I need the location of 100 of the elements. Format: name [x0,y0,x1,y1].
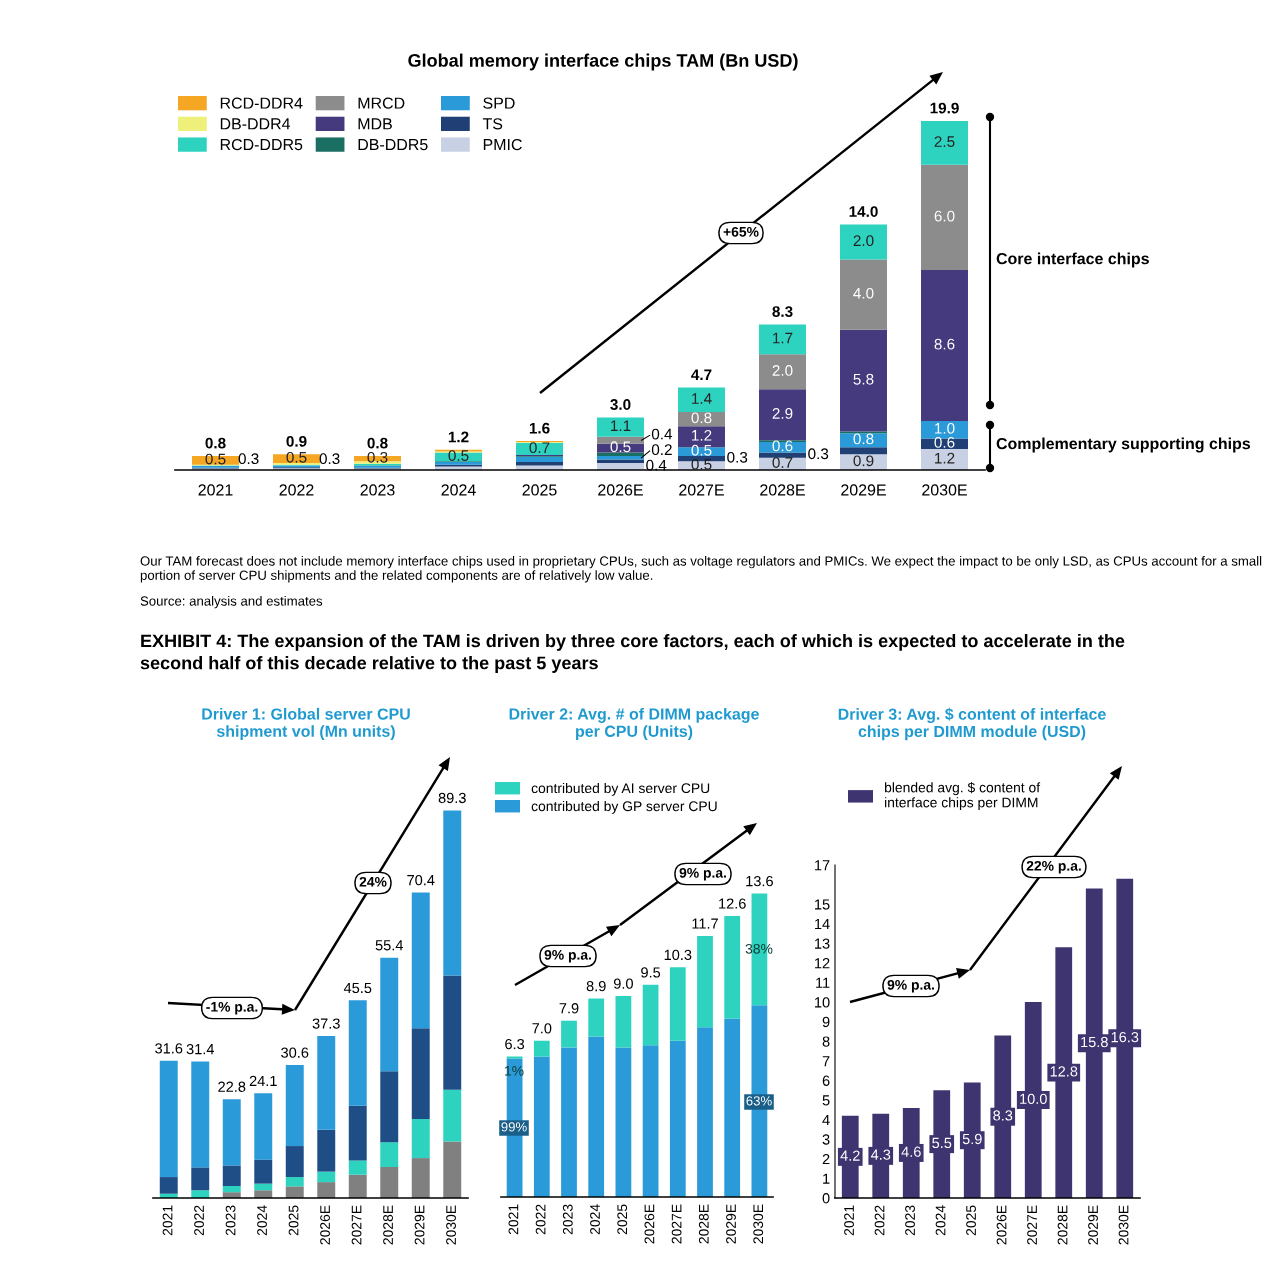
data-label: 0.8 [853,433,874,445]
x-tick-label: 2030E [446,1205,456,1245]
data-label: 5.8 [853,373,874,385]
x-tick-label: 2021 [508,1204,519,1235]
x-tick-label: 2028E [760,484,805,496]
x-tick-label: 2027E [1027,1205,1037,1245]
data-label: 1.7 [773,332,793,344]
data-label: 0.7 [772,457,793,468]
annotation: 63% [746,1096,772,1106]
data-label: 2.5 [934,136,955,147]
data-label: 2.9 [772,408,793,419]
annotation: 11.7 [692,918,718,929]
data-label: 4.2 [840,1150,860,1161]
x-tick-label: 2022 [535,1204,546,1235]
data-label: 4.3 [870,1149,891,1160]
total-label: 1.6 [529,422,550,434]
annotation: 9.0 [613,978,633,989]
x-tick-label: 2021 [844,1205,854,1236]
annotation: -1% p.a. [206,1001,258,1015]
annotation: 30.6 [281,1047,309,1058]
x-tick-label: 2028E [1057,1205,1068,1245]
data-label: 0.5 [691,444,712,456]
x-tick-label: 2029E [841,484,886,496]
data-label: 0.5 [205,453,226,465]
annotation: 37.3 [312,1018,340,1029]
annotation: 55.4 [375,940,404,951]
x-tick-label: 2026E [996,1205,1007,1245]
x-tick-label: 2027E [351,1205,362,1245]
legend-label: RCD-DDR4 [220,97,303,109]
y-tick-label: 6 [822,1075,830,1086]
source-note: Source: analysis and estimates [140,596,323,609]
y-tick-label: 15 [815,899,830,910]
chart-title: Driver 3: Avg. $ content of interface chips per DIMM module (USD) [838,707,1106,741]
legend-label: RCD-DDR5 [220,138,303,151]
y-tick-label: 9 [822,1016,830,1028]
annotation: 22% p.a. [1026,860,1081,874]
data-label: 0.4 [651,428,673,440]
y-tick-label: 3 [822,1134,830,1145]
total-label: 14.0 [849,206,878,217]
y-tick-label: 2 [822,1153,830,1165]
annotation: 10.3 [664,949,692,961]
data-label: 10.0 [1020,1093,1047,1104]
y-tick-label: 7 [822,1056,830,1067]
text: EXHIBIT 4: The expansion of the TAM is driven by three core factors, each of which is expected to accelerate in the second half of this decade relative to the past 5 years [140,634,1125,673]
total-label: 19.9 [930,102,959,114]
data-label: 0.3 [727,451,748,463]
legend-label: contributed by AI server CPU [531,782,710,796]
y-tick-label: 12 [815,958,830,969]
y-tick-label: 0 [822,1193,830,1204]
data-label: 0.5 [610,441,631,453]
x-tick-label: 2023 [562,1204,573,1235]
legend-label: blended avg. $ content of interface chips per DIMM [885,782,1041,811]
data-label: 0.6 [772,440,793,452]
x-tick-label: 2027E [679,484,724,496]
legend-label: SPD [483,97,515,109]
y-tick-label: 4 [822,1114,830,1125]
annotation: 6.3 [505,1038,525,1050]
data-label: 1.0 [935,422,955,434]
x-tick-label: 2029E [1088,1205,1098,1245]
data-label: 1.2 [935,452,955,464]
text: Complementary supporting chips [996,437,1251,453]
x-tick-label: 2025 [288,1205,299,1236]
x-tick-label: 2028E [383,1205,393,1245]
total-label: 0.8 [205,437,226,449]
x-tick-label: 2022 [874,1205,885,1236]
data-label: 0.5 [691,458,712,470]
x-tick-label: 2023 [905,1205,915,1236]
data-label: 1.4 [692,393,712,404]
data-label: 0.4 [646,459,667,471]
x-tick-label: 2030E [922,484,967,496]
data-label: 0.5 [286,451,307,463]
y-tick-label: 1 [823,1173,830,1184]
annotation: 45.5 [343,982,372,994]
annotation: 7.0 [532,1023,552,1034]
x-tick-label: 2024 [935,1205,946,1236]
legend-label: TS [482,118,503,130]
y-tick-label: 14 [815,919,830,930]
data-label: 15.8 [1081,1036,1108,1048]
annotation: 99% [501,1122,527,1132]
annotation: 31.4 [186,1043,215,1055]
x-tick-label: 2030E [753,1204,764,1244]
total-label: 4.7 [691,369,712,380]
annotation: 9.5 [641,967,661,978]
legend-label: PMIC [483,138,522,151]
y-tick-label: 8 [822,1036,830,1047]
x-tick-label: 2023 [360,484,395,496]
annotation: 8.9 [586,980,606,992]
x-tick-label: 2024 [257,1205,267,1236]
x-tick-label: 2021 [162,1205,173,1236]
data-label: 0.8 [691,412,712,424]
x-tick-label: 2025 [966,1205,976,1236]
total-label: 0.9 [286,435,307,447]
chart-title: Driver 1: Global server CPU shipment vol (Mn units) [202,707,410,741]
data-label: 8.3 [993,1110,1013,1121]
x-tick-label: 2025 [522,484,557,496]
data-label: 4.0 [853,287,874,299]
x-tick-label: 2029E [414,1205,425,1245]
y-tick-label: 5 [822,1095,830,1106]
legend-label: MDB [358,118,392,130]
annotation: 24% [359,876,387,887]
